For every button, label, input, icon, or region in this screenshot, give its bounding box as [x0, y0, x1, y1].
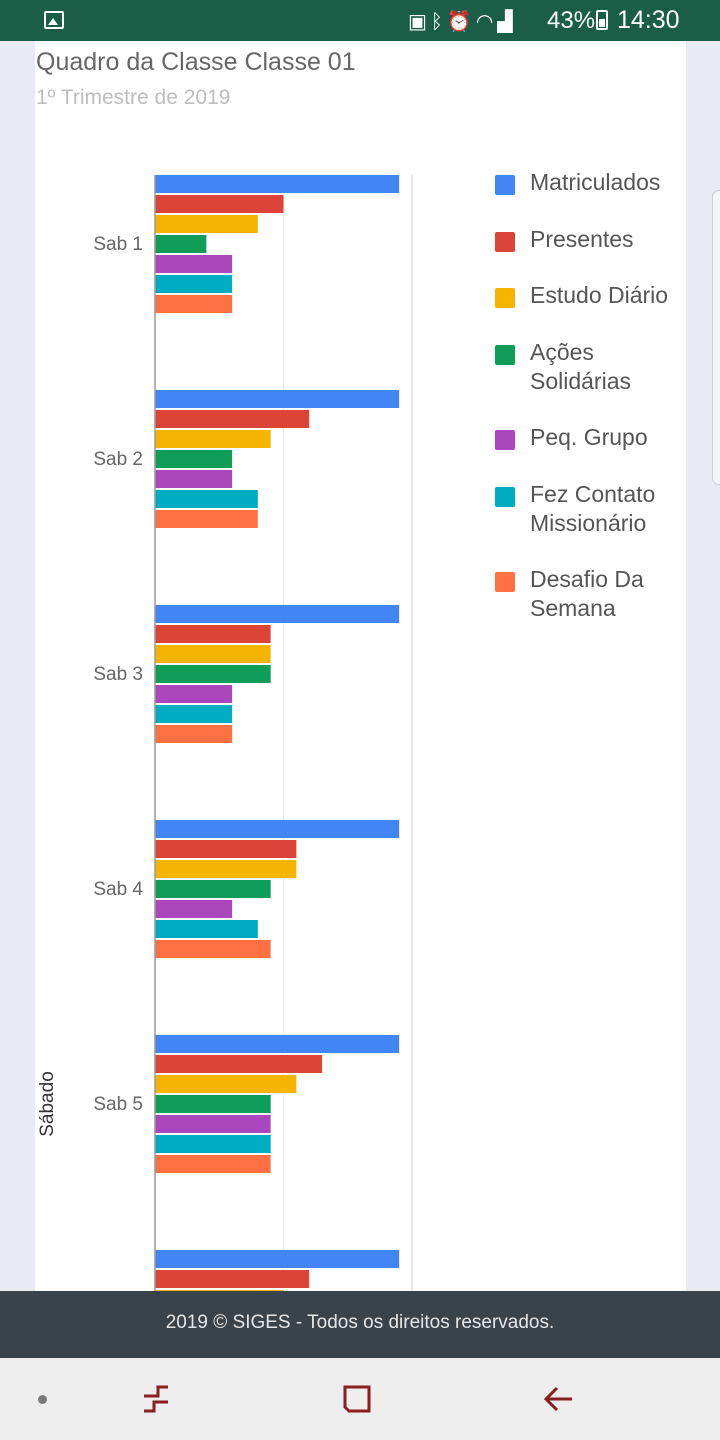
bar [155, 175, 400, 193]
bar [155, 410, 310, 428]
legend-swatch [495, 175, 515, 195]
legend-swatch [495, 572, 515, 592]
bar [155, 255, 233, 273]
nav-bar [0, 1358, 720, 1440]
bar [155, 390, 400, 408]
alarm-icon: ⏰ [446, 9, 476, 33]
bar [155, 1290, 284, 1291]
bar [155, 450, 233, 468]
signal-icon: ▟ [497, 9, 517, 33]
category-label: Sab 2 [93, 449, 143, 470]
legend-swatch [495, 288, 515, 308]
bar [155, 625, 271, 643]
bar [155, 705, 233, 723]
chart-subtitle: 1º Trimestre de 2019 [36, 86, 231, 109]
bar [155, 215, 258, 233]
bar [155, 880, 271, 898]
legend-label: Estudo Diário [530, 282, 668, 308]
bar [155, 1115, 271, 1133]
bar [155, 195, 284, 213]
status-bar: ▣ᛒ⏰◠▟ 43% 14:30 [0, 0, 720, 41]
bar [155, 1270, 310, 1288]
bar [155, 685, 233, 703]
home-icon[interactable] [342, 1384, 372, 1414]
back-icon[interactable] [542, 1384, 574, 1414]
bar [155, 1135, 271, 1153]
legend-swatch [495, 345, 515, 365]
legend-label: Peq. Grupo [530, 424, 648, 450]
bar [155, 920, 258, 938]
bar [155, 725, 233, 743]
bar [155, 510, 258, 528]
y-axis-title: Sábado [37, 1071, 58, 1137]
gallery-icon [44, 11, 64, 29]
bar [155, 430, 271, 448]
bar [155, 470, 233, 488]
bar [155, 1095, 271, 1113]
bar [155, 820, 400, 838]
battery-icon [596, 10, 608, 30]
scroll-indicator[interactable] [712, 190, 720, 485]
bar [155, 275, 233, 293]
bar [155, 900, 233, 918]
category-label: Sab 3 [93, 664, 143, 685]
footer-text: 2019 © SIGES - Todos os direitos reserva… [165, 1312, 555, 1333]
status-icons: ▣ᛒ⏰◠▟ [408, 9, 517, 33]
legend-label: Fez Contato Missionário [530, 481, 655, 536]
bar [155, 665, 271, 683]
bar [155, 1075, 297, 1093]
chart-title: Quadro da Classe Classe 01 [36, 48, 356, 76]
bar [155, 1155, 271, 1173]
recents-icon[interactable] [141, 1384, 171, 1414]
legend-label: Ações Solidárias [530, 339, 631, 394]
category-label: Sab 1 [93, 234, 143, 255]
legend-label: Matriculados [530, 169, 660, 195]
dot-icon[interactable] [38, 1395, 47, 1404]
bar [155, 860, 297, 878]
bar [155, 1035, 400, 1053]
bar [155, 295, 233, 313]
bar [155, 605, 400, 623]
bar [155, 235, 207, 253]
legend-swatch [495, 430, 515, 450]
category-label: Sab 4 [93, 879, 143, 900]
footer: 2019 © SIGES - Todos os direitos reserva… [0, 1291, 720, 1358]
bar [155, 1250, 400, 1268]
bar [155, 840, 297, 858]
bar [155, 490, 258, 508]
clock: 14:30 [617, 6, 680, 34]
bar [155, 940, 271, 958]
bar [155, 1055, 323, 1073]
wifi-icon: ◠ [475, 9, 498, 33]
battery-saver-icon: ▣ [408, 9, 431, 33]
legend-label: Presentes [530, 226, 634, 252]
legend-swatch [495, 232, 515, 252]
category-label: Sab 5 [93, 1094, 143, 1115]
chart-card: Quadro da Classe Classe 01 1º Trimestre … [35, 41, 686, 1291]
legend-swatch [495, 487, 515, 507]
legend-label: Desafio Da Semana [530, 566, 644, 621]
bluetooth-icon: ᛒ [430, 9, 447, 33]
bar [155, 645, 271, 663]
battery-percent: 43% [547, 7, 596, 34]
